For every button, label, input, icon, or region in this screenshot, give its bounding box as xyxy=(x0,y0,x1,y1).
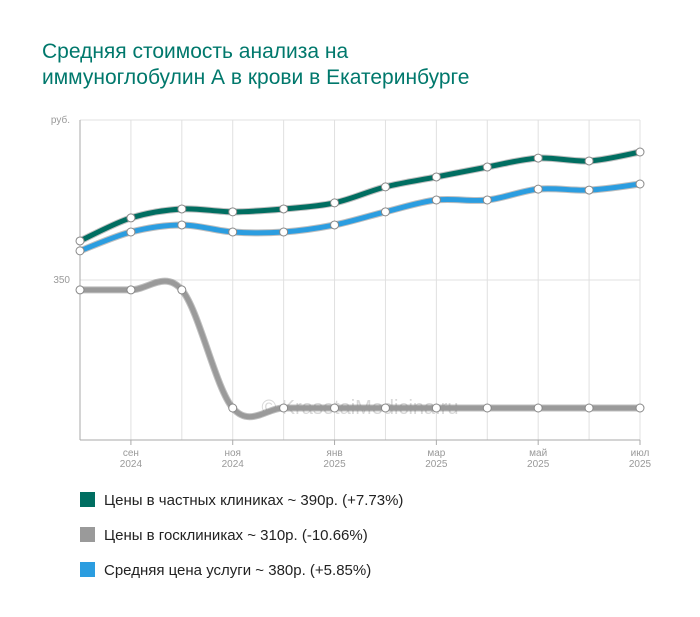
point xyxy=(177,220,187,230)
point xyxy=(177,204,187,214)
point xyxy=(279,204,289,214)
y-tick-label: 350 xyxy=(53,275,70,286)
point xyxy=(635,403,645,413)
point xyxy=(533,153,543,163)
legend-label: Цены в госклиниках ~ 310р. (-10.66%) xyxy=(104,527,368,544)
x-tick-label: июл 2025 xyxy=(629,448,652,470)
point xyxy=(330,220,340,230)
point xyxy=(380,182,390,192)
point xyxy=(380,207,390,217)
point xyxy=(482,162,492,172)
point xyxy=(635,147,645,157)
point xyxy=(126,213,136,223)
point xyxy=(533,184,543,194)
point xyxy=(279,403,289,413)
point xyxy=(482,403,492,413)
point xyxy=(431,172,441,182)
point xyxy=(228,403,238,413)
point xyxy=(584,185,594,195)
point xyxy=(228,207,238,217)
point xyxy=(177,285,187,295)
x-tick-label: ноя 2024 xyxy=(222,448,245,470)
point xyxy=(126,227,136,237)
point xyxy=(584,156,594,166)
legend-swatch xyxy=(80,527,95,542)
point xyxy=(228,227,238,237)
point xyxy=(75,246,85,256)
point xyxy=(126,285,136,295)
point xyxy=(431,195,441,205)
y-tick-label: руб. xyxy=(51,114,70,126)
point xyxy=(431,403,441,413)
legend-label: Цены в частных клиниках ~ 390р. (+7.73%) xyxy=(104,492,403,509)
x-tick-label: май 2025 xyxy=(527,448,550,470)
point xyxy=(75,285,85,295)
chart-title: Средняя стоимость анализа на иммуноглобул… xyxy=(42,40,469,89)
x-tick-label: янв 2025 xyxy=(323,448,346,470)
point xyxy=(482,195,492,205)
point xyxy=(279,227,289,237)
point xyxy=(635,179,645,189)
point xyxy=(380,403,390,413)
legend-swatch xyxy=(80,492,95,507)
legend-swatch xyxy=(80,562,95,577)
point xyxy=(330,403,340,413)
point xyxy=(533,403,543,413)
x-tick-label: мар 2025 xyxy=(425,448,448,470)
point xyxy=(584,403,594,413)
point xyxy=(330,198,340,208)
legend-label: Средняя цена услуги ~ 380р. (+5.85%) xyxy=(104,562,371,579)
x-tick-label: сен 2024 xyxy=(120,448,143,470)
point xyxy=(75,236,85,246)
